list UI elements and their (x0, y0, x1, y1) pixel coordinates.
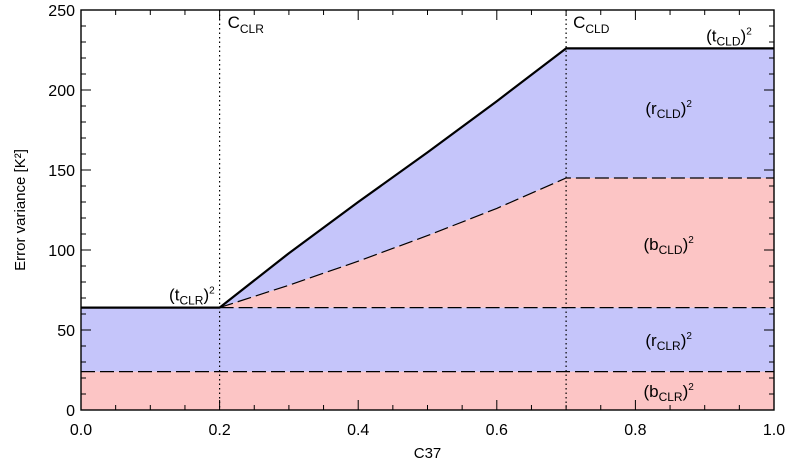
y-tick-label: 50 (57, 323, 75, 340)
r-cld-region (219, 48, 775, 308)
total-variance-curve (81, 47, 774, 309)
x-tick-label: 0.0 (70, 422, 92, 439)
c-cld-main: C (573, 13, 585, 32)
x-tick-label: 1.0 (763, 422, 785, 439)
b-clr-close: ) (683, 382, 689, 401)
x-tick-label: 0.2 (208, 422, 230, 439)
r-cld-label: (rCLD)2 (645, 99, 692, 121)
r-cld-close: ) (681, 99, 687, 118)
line-layer (81, 10, 774, 410)
y-tick-label: 200 (48, 83, 75, 100)
r-clr-sup: 2 (686, 331, 692, 342)
t-cld-sup: 2 (746, 26, 752, 37)
b-cld-sup: 2 (688, 235, 694, 246)
b-cld-open: (b (643, 235, 658, 254)
y-tick-label: 250 (48, 3, 75, 20)
t-cld-open: (t (706, 26, 717, 45)
r-cld-open: (r (645, 99, 657, 118)
b-cld-sub: CLD (659, 243, 683, 257)
y-tick-label: 150 (48, 163, 75, 180)
b-cld-region (219, 178, 775, 308)
x-tick-label: 0.8 (624, 422, 646, 439)
r-clr-band (81, 307, 774, 372)
t-cld-sub: CLD (717, 34, 741, 48)
c-clr-sub: CLR (240, 22, 264, 36)
b-clr-sub: CLR (659, 390, 683, 404)
x-tick-label: 0.6 (486, 422, 508, 439)
b-clr-sup: 2 (688, 382, 694, 393)
c-clr-main: C (228, 13, 240, 32)
t-clr-sup: 2 (209, 286, 215, 297)
t-clr-open: (t (169, 286, 180, 305)
x-axis-title: C37 (414, 445, 442, 462)
b-clr-label: (bCLR)2 (643, 382, 694, 404)
x-tick-label: 0.4 (347, 422, 369, 439)
c-clr-label: CCLR (228, 13, 265, 36)
y-tick-label: 100 (48, 243, 75, 260)
b-cld-close: ) (683, 235, 689, 254)
t-cld-close: ) (741, 26, 747, 45)
b-clr-open: (b (643, 382, 658, 401)
r-cld-sub: CLD (657, 107, 681, 121)
tick-layer: 0.0 0.2 0.4 0.6 0.8 1.0 0 50 100 150 200 250 (48, 3, 785, 439)
b-cld-label: (bCLD)2 (643, 235, 694, 257)
fill-layer (81, 48, 775, 410)
b-clr-band (81, 371, 774, 410)
r-cld-sup: 2 (686, 99, 692, 110)
r-clr-label: (rCLR)2 (645, 331, 692, 353)
x-axis-title-text: C37 (414, 445, 442, 462)
t-clr-label: (tCLR)2 (169, 286, 215, 308)
r-clr-open: (r (645, 331, 657, 350)
y-tick-label: 0 (66, 403, 75, 420)
y-axis-title: Error variance [K²] (12, 149, 29, 271)
r-clr-sub: CLR (657, 339, 681, 353)
t-cld-label: (tCLD)2 (706, 26, 752, 48)
y-axis-title-text: Error variance [K²] (12, 149, 29, 271)
c-cld-label: CCLD (573, 13, 610, 36)
c-cld-sub: CLD (585, 22, 609, 36)
t-clr-sub: CLR (179, 294, 203, 308)
t-clr-close: ) (203, 286, 209, 305)
r-clr-close: ) (681, 331, 687, 350)
